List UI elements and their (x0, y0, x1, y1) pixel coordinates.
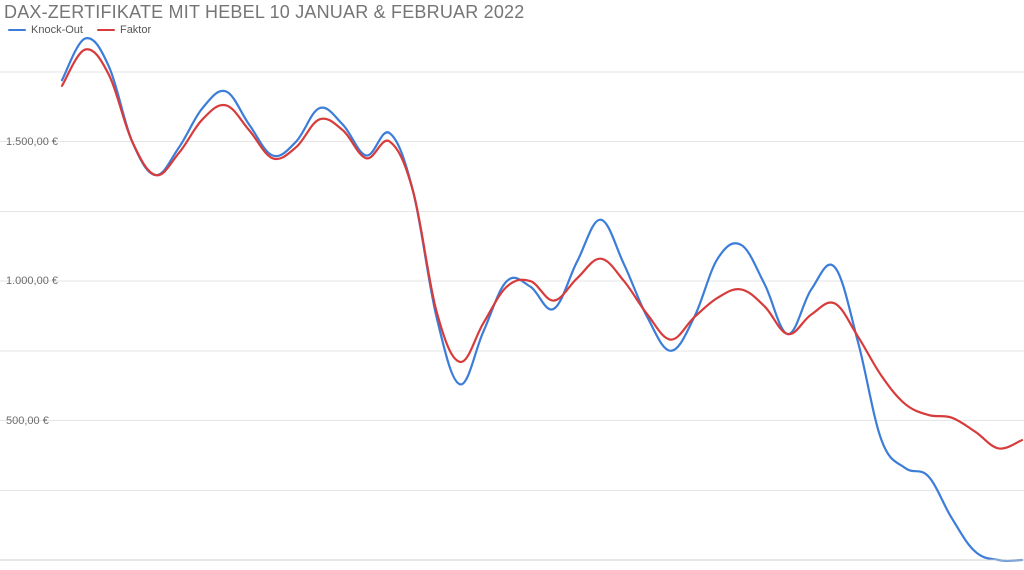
y-tick-label: 1.000,00 € (6, 275, 60, 287)
series-group (62, 38, 1022, 561)
y-tick-label: 500,00 € (6, 415, 60, 427)
chart-svg (0, 0, 1024, 570)
gridlines (0, 72, 1024, 490)
y-tick-label: 1.500,00 € (6, 136, 60, 148)
series-faktor (62, 49, 1022, 448)
chart-container: DAX-ZERTIFIKATE MIT HEBEL 10 JANUAR & FE… (0, 0, 1024, 570)
